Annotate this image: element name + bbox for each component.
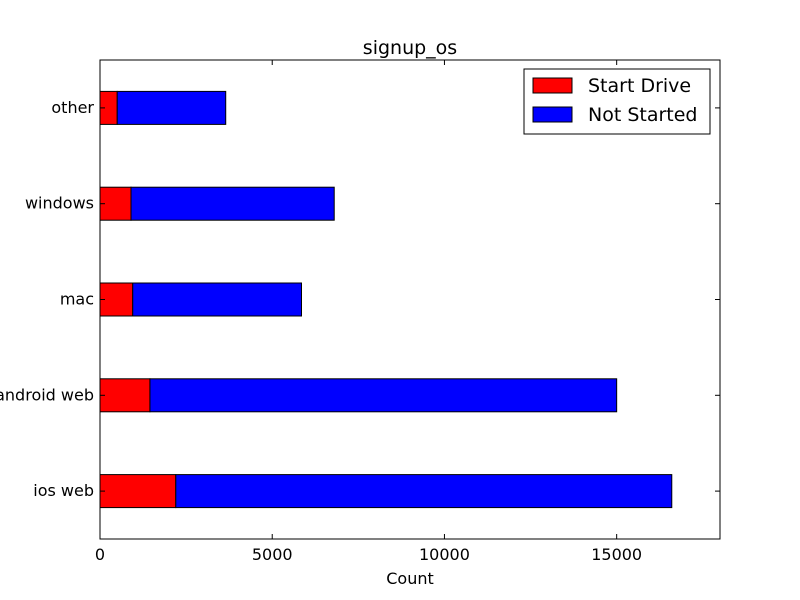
- bar-android-web-start-drive: [99, 378, 151, 413]
- bar-other-not-started: [116, 90, 227, 125]
- bar-windows-not-started: [130, 186, 335, 221]
- y-tick-label-mac: mac: [60, 290, 94, 309]
- x-tick-label: 5000: [252, 545, 293, 564]
- bar-windows-start-drive: [99, 186, 132, 221]
- y-tick-label-android-web: android web: [0, 385, 94, 404]
- ticks-group: 0 5000 10000 15000 ios web android web mac wind…: [0, 60, 720, 564]
- legend: Start Drive Not Started: [523, 68, 711, 135]
- legend-swatch-start-drive: [532, 77, 573, 94]
- bar-ios-web-not-started: [175, 474, 673, 509]
- y-tick-label-ios-web: ios web: [33, 481, 94, 500]
- x-tick-label: 0: [95, 545, 105, 564]
- x-tick-label: 10000: [419, 545, 470, 564]
- x-tick-label: 15000: [591, 545, 642, 564]
- legend-swatch-not-started: [532, 106, 573, 123]
- bar-ios-web-start-drive: [99, 474, 177, 509]
- legend-label-start-drive: Start Drive: [588, 75, 691, 97]
- bar-android-web-not-started: [149, 378, 618, 413]
- legend-label-not-started: Not Started: [588, 104, 698, 126]
- bars-group: [99, 90, 673, 509]
- y-tick-label-windows: windows: [25, 194, 94, 213]
- y-tick-label-other: other: [51, 98, 94, 117]
- x-axis-label: Count: [386, 569, 434, 588]
- chart-title: signup_os: [363, 37, 457, 59]
- bar-mac-not-started: [132, 282, 302, 317]
